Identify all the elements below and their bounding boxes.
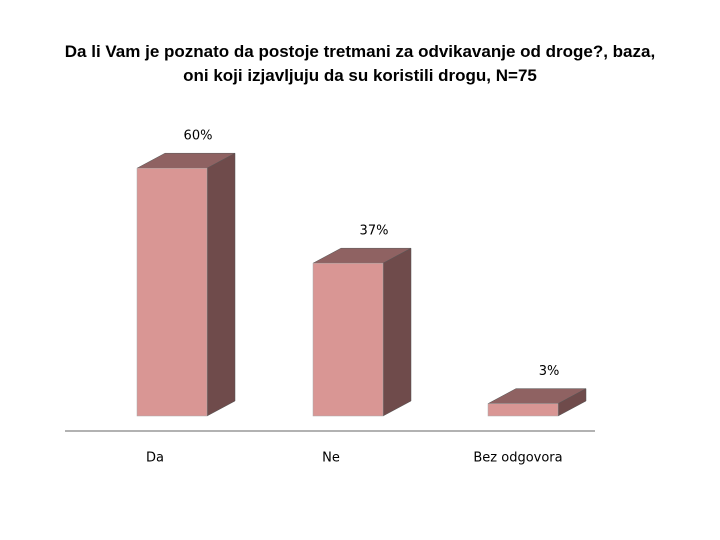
value-label: 37% bbox=[360, 224, 389, 239]
bar-side bbox=[206, 152, 236, 417]
chart-title: Da li Vam je poznato da postoje tretmani… bbox=[64, 42, 656, 85]
bar bbox=[136, 167, 208, 417]
x-tick-label: Bez odgovora bbox=[473, 451, 562, 466]
bar-side bbox=[382, 247, 412, 417]
bar bbox=[487, 403, 559, 417]
x-tick-label: Da bbox=[146, 451, 164, 466]
x-tick-label: Ne bbox=[322, 451, 340, 466]
bar bbox=[312, 262, 384, 417]
value-label: 3% bbox=[539, 364, 560, 379]
value-label: 60% bbox=[184, 129, 213, 144]
